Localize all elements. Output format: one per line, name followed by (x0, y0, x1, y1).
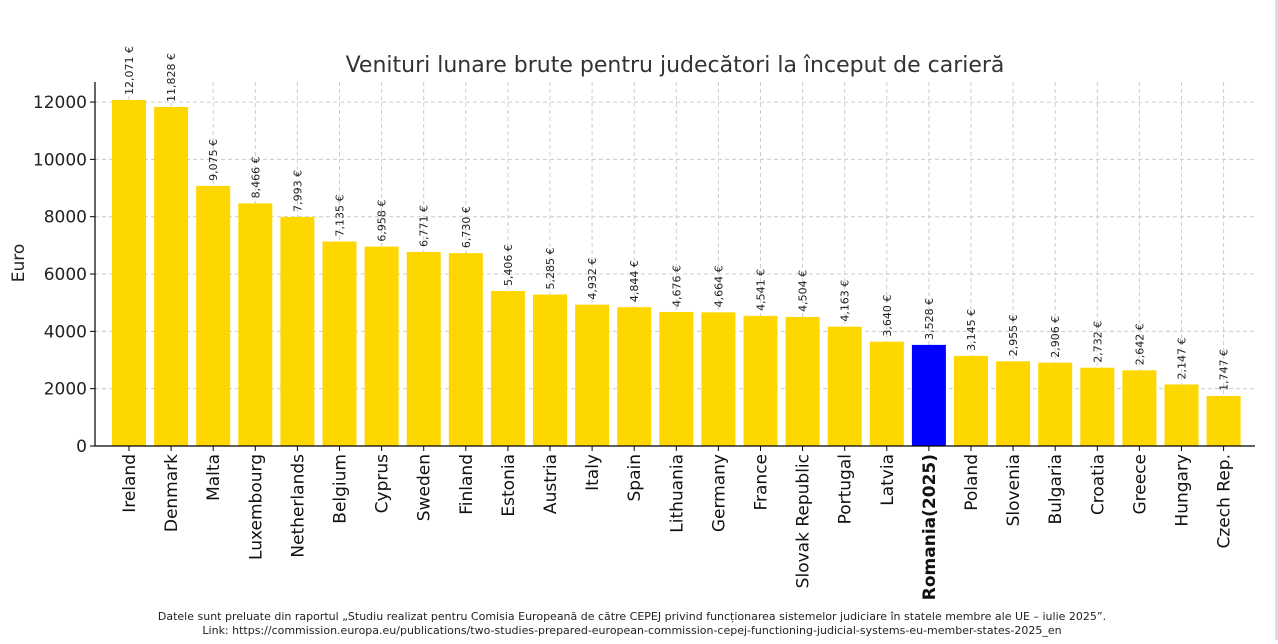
value-label: 5,406 € (502, 244, 515, 286)
x-tick-label: Slovenia (1004, 454, 1024, 526)
value-label: 11,828 € (165, 53, 178, 102)
bar-ireland (112, 100, 146, 447)
x-tick-label: Sweden (415, 454, 435, 521)
y-tick-label: 8000 (44, 208, 87, 228)
bar-romania-2025- (911, 344, 946, 446)
value-label: 3,640 € (881, 295, 894, 337)
labels: 12,071 € Ireland 11,828 € Denmark 9,075 € Mal… (120, 46, 1235, 600)
value-label: 3,145 € (965, 309, 978, 351)
value-label: 7,993 € (291, 170, 304, 212)
y-tick-label: 4000 (44, 322, 87, 342)
bar-croatia (1080, 367, 1115, 446)
bar-italy (575, 304, 610, 446)
bar-malta (196, 185, 231, 446)
x-tick-label: Finland (457, 454, 477, 515)
x-tick-label: Denmark (162, 454, 182, 532)
x-tick-label: Lithuania (667, 454, 687, 533)
bar-czech-rep- (1206, 395, 1241, 446)
x-tick-label: Croatia (1088, 454, 1108, 515)
bar-france (743, 315, 778, 446)
value-label: 8,466 € (249, 156, 262, 198)
value-label: 4,844 € (628, 260, 641, 302)
value-label: 4,676 € (670, 265, 683, 307)
x-tick-label: Estonia (499, 454, 519, 517)
bars (112, 100, 1241, 447)
value-label: 7,135 € (334, 195, 347, 237)
x-tick-label: Hungary (1173, 454, 1193, 527)
value-label: 1,747 € (1218, 349, 1231, 391)
x-tick-label: Poland (962, 454, 982, 511)
value-label: 5,285 € (544, 248, 557, 290)
x-tick-label: Cyprus (373, 454, 393, 513)
value-label: 6,730 € (460, 206, 473, 248)
x-tick-label: Germany (709, 454, 729, 532)
source-link[interactable]: Link: https://commission.europa.eu/publi… (202, 624, 1062, 637)
source-note: Datele sunt preluate din raportul „Studi… (157, 610, 1107, 623)
value-label: 2,955 € (1007, 314, 1020, 356)
x-tick-label: Czech Rep. (1215, 454, 1235, 548)
value-label: 2,642 € (1133, 323, 1146, 365)
value-label: 12,071 € (123, 46, 136, 95)
bar-belgium (322, 241, 357, 446)
bar-bulgaria (1038, 362, 1073, 446)
bar-spain (617, 307, 652, 446)
x-tick-label: Netherlands (288, 454, 308, 558)
x-tick-label: Bulgaria (1046, 454, 1066, 525)
x-tick-label: Spain (625, 454, 645, 502)
bar-denmark (154, 106, 189, 446)
axes: 0 2000 4000 6000 8000 10000 12000 (33, 82, 1255, 457)
bar-netherlands (280, 216, 315, 446)
y-tick-label: 10000 (33, 150, 87, 170)
bar-estonia (490, 291, 525, 446)
x-tick-label: Luxembourg (246, 454, 266, 560)
y-axis-label: Euro (9, 244, 29, 283)
value-label: 2,732 € (1091, 321, 1104, 363)
x-tick-label: Austria (541, 454, 561, 514)
x-tick-label: Romania(2025) (920, 454, 940, 600)
value-label: 2,906 € (1049, 316, 1062, 358)
x-tick-label: France (752, 454, 772, 511)
window-edge (1275, 0, 1278, 640)
bar-portugal (827, 326, 862, 446)
value-label: 4,163 € (839, 280, 852, 322)
value-label: 9,075 € (207, 139, 220, 181)
bar-lithuania (659, 311, 694, 446)
x-tick-label: Latvia (878, 454, 898, 506)
value-label: 4,664 € (712, 265, 725, 307)
x-tick-label: Greece (1130, 454, 1150, 515)
bar-hungary (1164, 384, 1199, 446)
x-tick-label: Italy (583, 454, 603, 491)
bar-poland (954, 355, 988, 446)
y-tick-label: 6000 (44, 265, 87, 285)
bar-cyprus (364, 246, 399, 446)
bar-slovak-republic (785, 316, 820, 446)
value-label: 2,147 € (1176, 337, 1189, 379)
y-tick-label: 2000 (44, 380, 87, 400)
value-label: 6,771 € (418, 205, 431, 247)
value-label: 4,541 € (755, 269, 768, 311)
value-label: 6,958 € (376, 200, 389, 242)
x-tick-label: Slovak Republic (794, 454, 814, 588)
bar-slovenia (996, 361, 1031, 446)
x-tick-label: Malta (204, 454, 224, 501)
bar-germany (701, 312, 736, 446)
bar-greece (1122, 370, 1157, 446)
value-label: 4,504 € (797, 270, 810, 312)
bar-luxembourg (238, 203, 273, 446)
x-tick-label: Portugal (836, 454, 856, 524)
chart-title: Venituri lunare brute pentru judecători … (346, 53, 1005, 78)
x-tick-label: Belgium (331, 454, 351, 524)
bar-finland (448, 253, 483, 446)
value-label: 4,932 € (586, 258, 599, 300)
y-tick-label: 12000 (33, 93, 87, 113)
bar-latvia (869, 341, 904, 446)
y-tick-label: 0 (76, 437, 87, 457)
x-tick-label: Ireland (120, 454, 140, 513)
bar-austria (533, 294, 567, 446)
value-label: 3,528 € (923, 298, 936, 340)
bar-sweden (406, 251, 441, 446)
